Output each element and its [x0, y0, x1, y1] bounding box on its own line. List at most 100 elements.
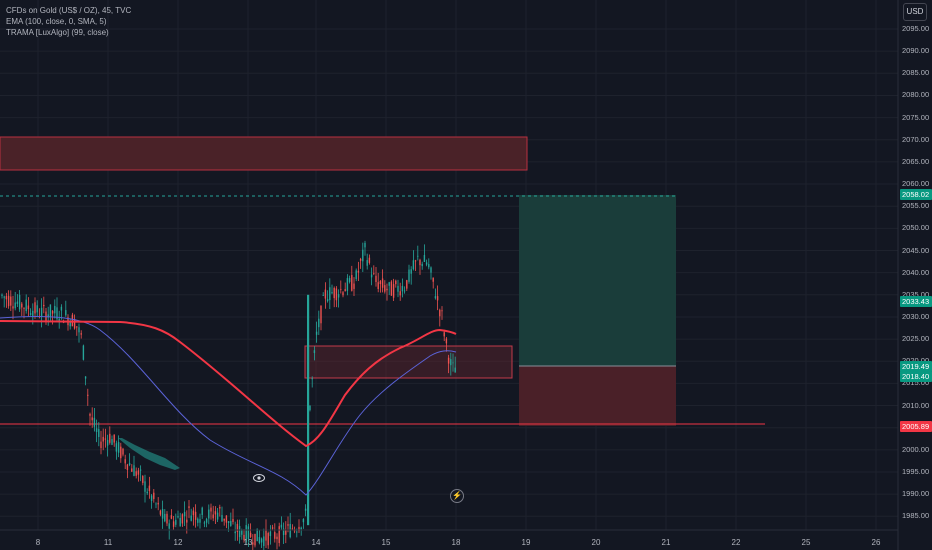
candle-body: [133, 465, 135, 476]
candle-body: [278, 526, 280, 544]
candles: [1, 240, 456, 550]
candle-body: [274, 532, 276, 539]
candle-body: [1, 294, 3, 296]
candle-body: [148, 485, 151, 491]
candle-body: [379, 281, 382, 285]
candle-body: [344, 289, 346, 292]
candle-body: [36, 305, 38, 313]
candle-body: [399, 291, 401, 296]
candle-body: [333, 287, 335, 299]
lightning-icon[interactable]: ⚡: [450, 489, 464, 503]
candle-body: [29, 313, 32, 315]
candle-body: [10, 296, 12, 306]
candle-body: [260, 538, 263, 543]
candle-body: [109, 433, 111, 443]
candle-body: [329, 287, 331, 301]
candle-body: [230, 521, 232, 526]
candle-body: [392, 284, 395, 298]
candle-body: [381, 278, 384, 288]
candle-body: [155, 503, 157, 505]
candle-body: [124, 459, 126, 464]
candle-body: [390, 281, 393, 296]
price-tick-label: 2020.00: [902, 356, 929, 365]
candle-body: [236, 523, 239, 532]
price-tick-label: 2050.00: [902, 223, 930, 233]
candle-body: [366, 260, 368, 266]
candle-body: [423, 255, 426, 262]
candle-body: [384, 285, 386, 292]
candle-body: [368, 257, 371, 263]
candle-body: [208, 509, 210, 519]
candle-body: [98, 429, 100, 438]
candle-body: [388, 282, 390, 286]
candle-body: [102, 436, 104, 442]
candle-body: [232, 518, 234, 522]
chart-legend: CFDs on Gold (US$ / OZ), 45, TVC EMA (10…: [6, 5, 131, 38]
candle-body: [157, 502, 159, 505]
current-price-badge: 2033.43: [900, 296, 932, 307]
candle-body: [287, 524, 289, 526]
candle-body: [445, 338, 448, 344]
candle-body: [309, 405, 311, 411]
symbol-title[interactable]: CFDs on Gold (US$ / OZ), 45, TVC: [6, 6, 132, 15]
candle-body: [43, 304, 45, 307]
candle-body: [254, 533, 256, 546]
candle-body: [23, 308, 25, 309]
candle-body: [54, 305, 56, 314]
candle-body: [282, 528, 285, 535]
price-tick-label: 2040.00: [902, 267, 930, 277]
price-tick-label: 2075.00: [902, 112, 930, 122]
candle-body: [225, 515, 228, 523]
candle-body: [432, 277, 434, 282]
candle-body: [32, 310, 34, 318]
candle-body: [227, 521, 230, 524]
candle-body: [359, 258, 362, 261]
demand-zone: [304, 345, 513, 379]
candle-body: [190, 515, 192, 521]
ema-indicator-label[interactable]: EMA (100, close, 0, SMA, 5): [6, 17, 107, 26]
candle-body: [428, 264, 430, 268]
candle-body: [434, 296, 437, 299]
time-tick-label: 18: [451, 538, 461, 547]
candle-body: [342, 292, 344, 296]
trama-indicator-label[interactable]: TRAMA [LuxAlgo] (99, close): [6, 28, 109, 37]
candle-body: [454, 367, 456, 373]
candle-body: [122, 448, 124, 455]
time-tick-label: 12: [173, 538, 183, 547]
currency-button[interactable]: USD: [903, 3, 927, 21]
target-price-badge: 2058.02: [900, 189, 932, 200]
candle-body: [452, 362, 454, 364]
candle-body: [73, 318, 76, 329]
candle-body: [78, 327, 80, 333]
candle-body: [280, 524, 283, 528]
candle-body: [263, 536, 265, 546]
candle-body: [256, 528, 258, 542]
stop-loss-zone: [519, 366, 676, 426]
candle-body: [362, 249, 364, 262]
candle-body: [450, 359, 452, 366]
price-tick-label: 1990.00: [902, 489, 930, 499]
candle-body: [410, 269, 412, 274]
candle-body: [177, 516, 179, 518]
price-tick-label: 2055.00: [902, 201, 930, 211]
candle-body: [172, 521, 175, 527]
candle-body: [417, 255, 419, 257]
candle-body: [355, 270, 357, 280]
time-tick-label: 20: [591, 538, 601, 547]
candle-body: [120, 446, 122, 459]
candle-body: [212, 514, 214, 519]
price-tick-label: 2025.00: [902, 334, 930, 344]
candle-body: [340, 288, 342, 290]
candle-body: [216, 512, 219, 520]
time-tick-label: 26: [871, 538, 881, 547]
zones: [0, 136, 765, 426]
candle-body: [161, 508, 164, 519]
price-tick-label: 2035.00: [902, 289, 930, 299]
candle-body: [238, 525, 241, 538]
eye-icon[interactable]: [253, 474, 265, 482]
time-tick-label: 21: [661, 538, 671, 547]
candle-body: [403, 290, 406, 292]
candle-body: [265, 529, 267, 541]
candle-body: [76, 326, 78, 328]
